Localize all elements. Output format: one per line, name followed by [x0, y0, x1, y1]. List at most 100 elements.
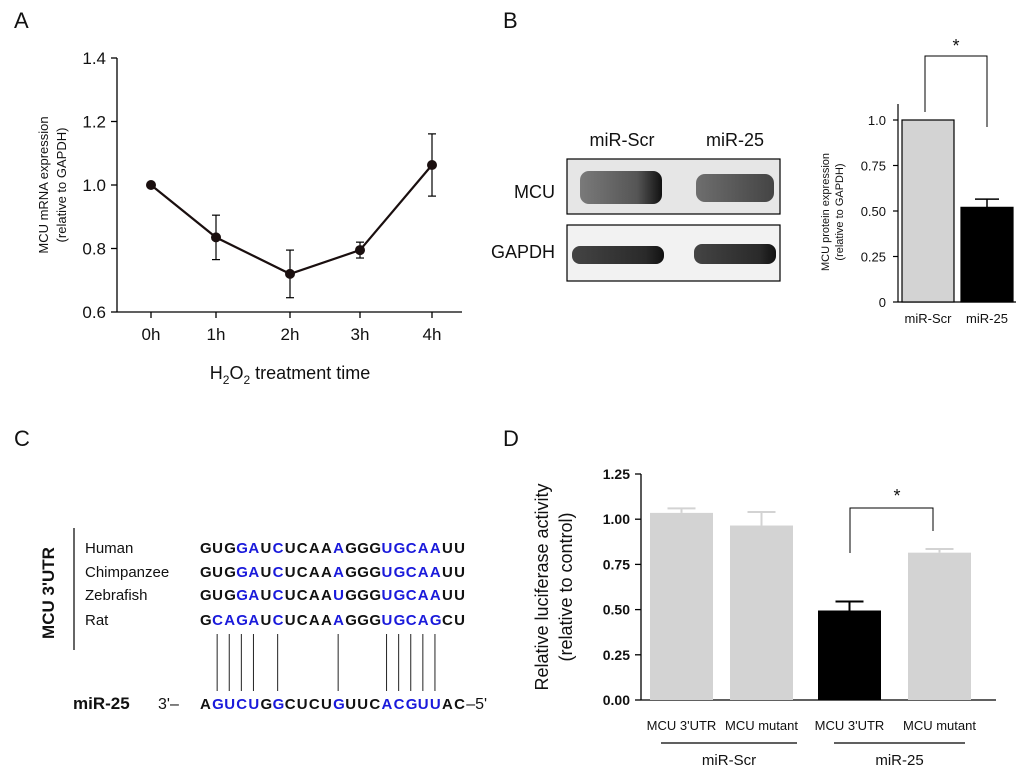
mirna-prefix: 3'– — [158, 696, 179, 713]
chart-b-y-ticks: 0 0.25 0.50 0.75 1.0 — [861, 113, 898, 310]
chart-d-x-tick-label: MCU 3'UTR — [815, 718, 885, 733]
chart-b-significance-star: * — [952, 36, 959, 56]
chart-d-y-tick-label: 1.25 — [603, 466, 630, 482]
blot-row-label-mcu: MCU — [514, 182, 555, 202]
mirna-sequence-text: AGUCUGGCUCUGUUCACGUUAC — [200, 696, 465, 713]
panel-label-d: D — [503, 426, 519, 451]
blot-lane-label-mir25: miR-25 — [706, 130, 764, 150]
chart-b-y-tick-label: 1.0 — [868, 113, 886, 128]
chart-d-groups: miR-Scr miR-25 — [661, 742, 965, 769]
chart-a-x-tick-label: 3h — [351, 325, 370, 344]
blot-mcu-band-scr — [580, 171, 662, 204]
utr-sequence-row: GUGGAUCUCAAAGGGUGCAAUU — [200, 540, 465, 557]
chart-d-significance-bracket — [849, 507, 934, 553]
chart-d-x-tick-label: MCU 3'UTR — [647, 718, 717, 733]
blot-mcu-band-mir25 — [696, 174, 774, 202]
chart-b-y-title-line2: (relative to GAPDH) — [834, 163, 846, 260]
chart-d-marks — [650, 507, 971, 700]
blot-row-label-gapdh: GAPDH — [491, 242, 555, 262]
species-label: Rat — [85, 612, 109, 629]
chart-d-y-tick-label: 0.25 — [603, 647, 630, 663]
chart-b-y-tick-label: 0.50 — [861, 204, 886, 219]
chart-b-y-tick-label: 0.25 — [861, 250, 886, 265]
base-pair-lines — [216, 634, 436, 691]
chart-a-y-tick-label: 1.2 — [82, 113, 106, 132]
chart-b-y-title-line1: MCU protein expression — [820, 153, 832, 271]
chart-d-group-label: miR-25 — [875, 752, 923, 769]
chart-d-y-tick-label: 0.00 — [603, 692, 630, 708]
western-blot: miR-Scr miR-25 MCU GAPDH — [491, 130, 781, 282]
chart-d-significance: * — [849, 486, 934, 553]
chart-d-x-ticks: MCU 3'UTR MCU mutant MCU 3'UTR MCU mutant — [647, 718, 977, 733]
chart-b-x-tick-label: miR-Scr — [905, 311, 953, 326]
chart-a-series-line — [150, 164, 433, 276]
chart-a-x-title-h: H — [210, 363, 223, 383]
blot-gapdh-band-scr — [572, 246, 664, 264]
chart-b-significance-bracket — [924, 55, 988, 127]
chart-d-y-title-line1: Relative luciferase activity — [532, 483, 552, 690]
blot-lane-label-scr: miR-Scr — [590, 130, 655, 150]
chart-d-bar — [818, 610, 881, 700]
chart-d-bar — [730, 525, 793, 700]
chart-b-significance: * — [924, 36, 988, 127]
chart-d-x-tick-label: MCU mutant — [725, 718, 798, 733]
chart-d-y-tick-label: 1.00 — [603, 511, 630, 527]
panel-label-b: B — [503, 8, 518, 33]
chart-a-y-title-line1: MCU mRNA expression — [36, 116, 51, 253]
chart-a-x-tick-label: 2h — [281, 325, 300, 344]
chart-a-y-ticks: 0.6 0.8 1.0 1.2 1.4 — [82, 49, 117, 322]
chart-b-y-tick-label: 0.75 — [861, 159, 886, 174]
utr-side-label: MCU 3'UTR — [39, 547, 58, 639]
chart-a-y-tick-label: 1.4 — [82, 49, 106, 68]
chart-d-y-ticks: 0.00 0.25 0.50 0.75 1.00 1.25 — [603, 466, 641, 708]
sequence-alignment: MCU 3'UTR Human Chimpanzee Zebrafish Rat GU… — [39, 528, 487, 713]
chart-a: 0.6 0.8 1.0 1.2 1.4 0h 1h 2h 3h 4h MCU mRNA expr… — [36, 49, 462, 387]
chart-d: 0.00 0.25 0.50 0.75 1.00 1.25 MCU 3'UTR MCU mu… — [532, 466, 996, 769]
utr-sequences: GUGGAUCUCAAAGGGUGCAAUU GUGGAUCUCAAAGGGUGC… — [200, 540, 465, 629]
chart-a-x-title-sub1: 2 — [223, 373, 230, 387]
chart-b-bar — [901, 119, 955, 303]
utr-sequence-row: GUGGAUCUCAAAGGGUGCAAUU — [200, 564, 465, 581]
mirna-label: miR-25 — [73, 694, 130, 713]
chart-a-point — [285, 268, 295, 279]
chart-b: 0 0.25 0.50 0.75 1.0 miR-Scr miR-25 * MCU pro… — [820, 36, 1016, 326]
chart-d-group-label: miR-Scr — [702, 752, 756, 769]
chart-d-bar — [908, 552, 971, 700]
chart-d-y-tick-label: 0.50 — [603, 602, 630, 618]
chart-d-y-title-line2: (relative to control) — [556, 512, 576, 661]
utr-sequence-row: GUGGAUCUCAAUGGGUGCAAUU — [200, 587, 465, 604]
utr-sequence-row: GCAGAUCUCAAAGGGUGCAGCU — [200, 612, 465, 629]
chart-a-point — [211, 232, 221, 243]
chart-a-y-tick-label: 1.0 — [82, 176, 106, 195]
species-label: Zebrafish — [85, 587, 148, 604]
species-label: Human — [85, 540, 133, 557]
chart-a-x-ticks: 0h 1h 2h 3h 4h — [142, 312, 441, 344]
chart-d-significance-star: * — [893, 486, 900, 506]
chart-b-x-ticks: miR-Scr miR-25 — [905, 311, 1008, 326]
chart-a-y-title-line2: (relative to GAPDH) — [54, 128, 69, 243]
chart-a-y-tick-label: 0.6 — [82, 303, 106, 322]
chart-b-x-tick-label: miR-25 — [966, 311, 1008, 326]
chart-d-x-tick-label: MCU mutant — [903, 718, 976, 733]
chart-b-marks — [901, 119, 1014, 303]
chart-a-x-title-rest: treatment time — [250, 363, 370, 383]
blot-gapdh-band-mir25 — [694, 244, 776, 264]
chart-a-point — [427, 159, 437, 170]
species-label: Chimpanzee — [85, 564, 169, 581]
chart-d-y-tick-label: 0.75 — [603, 556, 630, 572]
chart-a-marks — [146, 133, 437, 299]
chart-a-point — [146, 180, 156, 190]
chart-a-point — [355, 245, 365, 256]
mirna-sequence: 3'– AGUCUGGCUCUGUUCACGUUAC –5' — [158, 696, 487, 713]
panel-label-c: C — [14, 426, 30, 451]
mirna-suffix: –5' — [466, 696, 487, 713]
chart-b-y-tick-label: 0 — [879, 295, 886, 310]
chart-d-bar — [650, 512, 713, 700]
species-labels: Human Chimpanzee Zebrafish Rat — [85, 540, 169, 629]
panel-label-a: A — [14, 8, 29, 33]
chart-a-x-tick-label: 0h — [142, 325, 161, 344]
chart-a-x-title-o: O — [229, 363, 243, 383]
chart-a-y-tick-label: 0.8 — [82, 240, 106, 259]
chart-a-x-title-sub2: 2 — [243, 373, 250, 387]
